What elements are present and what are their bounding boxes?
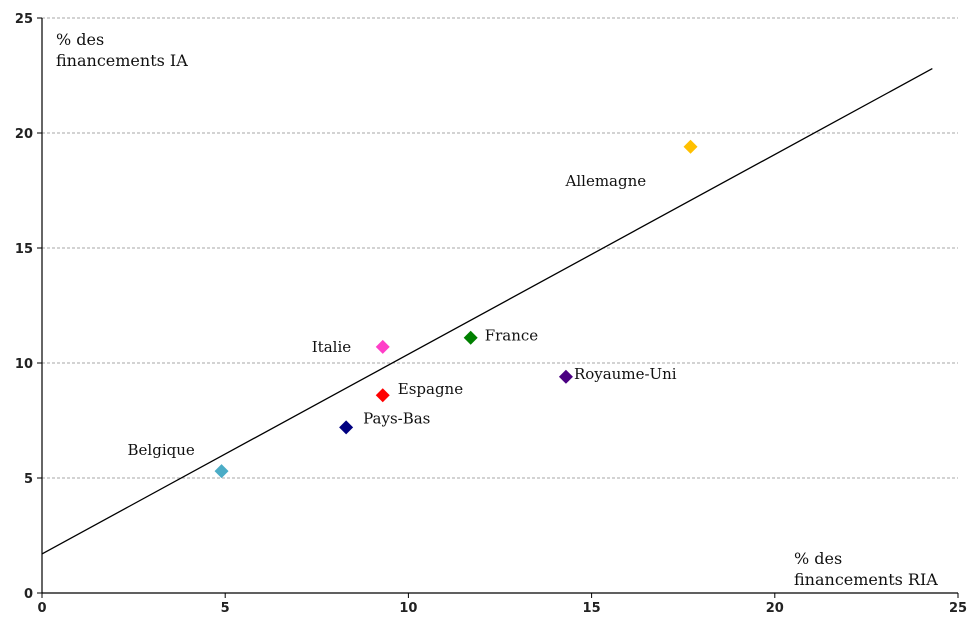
tick-labels: 0 5 10 15 20 25 0 5 10 15 20 25	[15, 12, 967, 616]
y-tick-label: 25	[15, 12, 33, 27]
point-royaume-uni	[558, 369, 573, 384]
point-pays-bas	[339, 420, 354, 435]
label-belgique: Belgique	[128, 441, 195, 459]
axes	[37, 17, 959, 598]
trendline	[41, 68, 933, 555]
x-tick-label: 25	[949, 601, 967, 616]
y-tick-label: 10	[15, 357, 33, 372]
label-pays-bas: Pays-Bas	[363, 409, 430, 427]
label-france: France	[485, 327, 539, 345]
label-royaume-uni: Royaume-Uni	[574, 365, 677, 383]
x-tick-label: 20	[766, 601, 784, 616]
y-axis-label-line-1: % des	[56, 30, 104, 49]
grid-lines	[42, 17, 958, 479]
y-tick-label: 0	[24, 587, 33, 602]
x-tick-label: 0	[37, 601, 46, 616]
point-italie	[375, 339, 390, 354]
x-axis-label-line-1: % des	[794, 549, 842, 568]
y-axis-label-line-2: financements IA	[56, 51, 188, 70]
x-tick-label: 15	[583, 601, 601, 616]
point-france	[463, 330, 478, 345]
x-tick-label: 10	[399, 601, 417, 616]
y-tick-label: 15	[15, 242, 33, 257]
label-italie: Italie	[312, 338, 351, 356]
point-espagne	[375, 388, 390, 403]
point-labels: Allemagne France Italie Royaume-Uni Espagne P…	[128, 172, 677, 459]
x-axis-label-line-2: financements RIA	[794, 570, 938, 589]
trendline-group	[41, 68, 933, 555]
point-belgique	[214, 464, 229, 479]
label-allemagne: Allemagne	[565, 172, 647, 190]
data-points	[214, 139, 698, 479]
x-tick-label: 5	[221, 601, 230, 616]
point-allemagne	[683, 139, 698, 154]
y-tick-label: 20	[15, 127, 33, 142]
label-espagne: Espagne	[398, 380, 463, 398]
y-tick-label: 5	[24, 472, 33, 487]
